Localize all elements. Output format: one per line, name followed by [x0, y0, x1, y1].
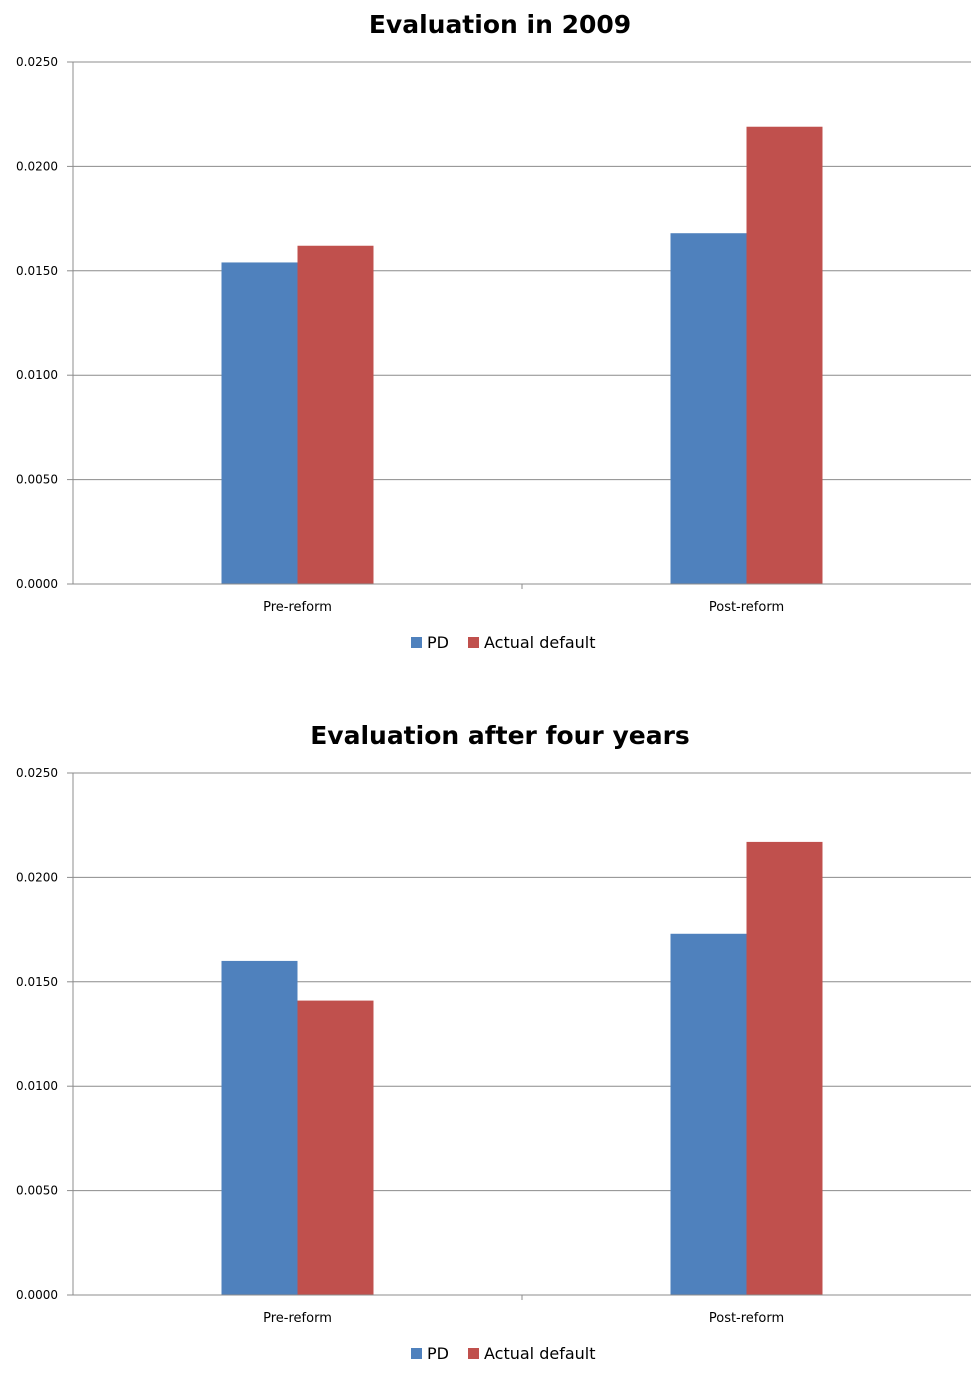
y-axis-ticks: 0.0000 0.0050 0.0100 0.0150 0.0200 0.0250	[16, 766, 58, 1302]
x-tick-label: Pre-reform	[263, 600, 332, 615]
axes	[67, 61, 971, 589]
y-tick-label: 0.0200	[16, 159, 58, 173]
chart-title: Evaluation after four years	[310, 721, 690, 750]
y-tick-label: 0.0000	[16, 577, 58, 591]
chart-1-svg: Evaluation after four years 0.0000 0.0050…	[16, 721, 971, 1363]
bar-pd-pre-reform	[221, 262, 298, 584]
bar-pd-pre-reform	[221, 960, 298, 1295]
bar-pd-post-reform	[670, 233, 747, 584]
x-tick-label: Post-reform	[709, 600, 784, 615]
bar-pd-post-reform	[670, 933, 747, 1295]
y-axis-ticks: 0.0000 0.0050 0.0100 0.0150 0.0200 0.0250	[16, 55, 58, 591]
y-tick-label: 0.0150	[16, 264, 58, 278]
bar-actual-default-pre-reform	[297, 245, 374, 584]
legend-label-actual-default: Actual default	[484, 633, 596, 652]
gridlines	[73, 772, 971, 1192]
legend-swatch-actual-default	[468, 1348, 479, 1359]
y-tick-label: 0.0250	[16, 766, 58, 780]
legend-label-pd: PD	[427, 633, 449, 652]
bar-actual-default-pre-reform	[297, 1000, 374, 1295]
legend-swatch-pd	[411, 637, 422, 648]
legend-label-pd: PD	[427, 1344, 449, 1363]
x-tick-label: Post-reform	[709, 1311, 784, 1326]
chart-0-svg: Evaluation in 2009 0.00000.00500.01000.0…	[16, 10, 971, 652]
y-tick-label: 0.0250	[16, 55, 58, 69]
y-tick-label: 0.0100	[16, 1079, 58, 1093]
x-axis-ticks: Pre-reform Post-reform	[263, 600, 784, 615]
legend-swatch-actual-default	[468, 637, 479, 648]
legend: PD Actual default	[411, 633, 596, 652]
legend-label-actual-default: Actual default	[484, 1344, 596, 1363]
x-axis-ticks: Pre-reform Post-reform	[263, 1311, 784, 1326]
legend: PD Actual default	[411, 1344, 596, 1363]
chart-title: Evaluation in 2009	[369, 10, 631, 39]
y-tick-label: 0.0000	[16, 1288, 58, 1302]
axes	[67, 772, 971, 1300]
bar-actual-default-post-reform	[746, 126, 823, 584]
y-tick-label: 0.0100	[16, 368, 58, 382]
x-tick-label: Pre-reform	[263, 1311, 332, 1326]
legend-swatch-pd	[411, 1348, 422, 1359]
y-tick-label: 0.0050	[16, 473, 58, 487]
chart-evaluation-four-years: Evaluation after four years 0.0000 0.0050…	[0, 711, 971, 1393]
bars	[221, 126, 823, 584]
y-tick-label: 0.0150	[16, 975, 58, 989]
bar-actual-default-post-reform	[746, 841, 823, 1295]
y-tick-label: 0.0200	[16, 870, 58, 884]
y-tick-label: 0.0050	[16, 1184, 58, 1198]
gridlines	[73, 61, 971, 481]
chart-evaluation-2009: Evaluation in 2009 0.0000 0.0050 0.0100 0.0…	[0, 0, 971, 682]
bars	[221, 841, 823, 1295]
